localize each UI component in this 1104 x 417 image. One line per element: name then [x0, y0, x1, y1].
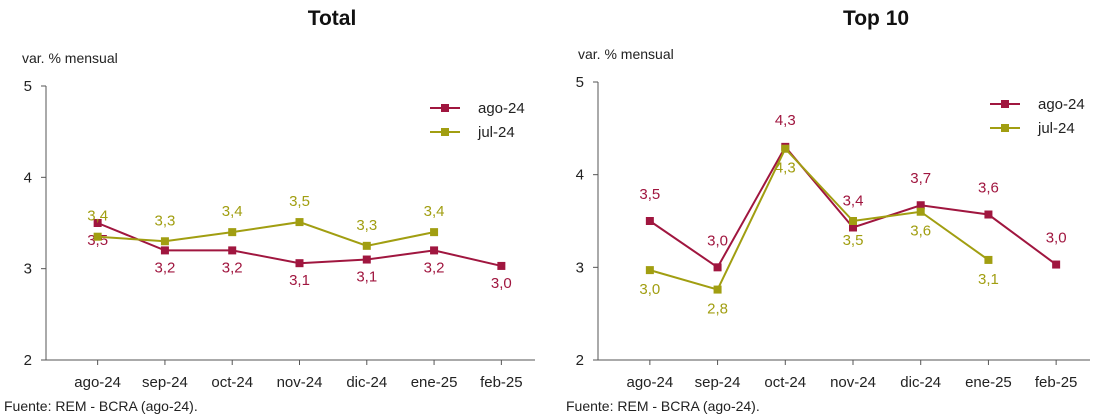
- data-point: [645, 217, 654, 225]
- legend-label: jul-24: [477, 124, 515, 141]
- data-label: 3,0: [1046, 230, 1067, 247]
- x-tick-label: ago-24: [626, 374, 673, 391]
- x-tick-label: ene-25: [411, 374, 458, 391]
- x-tick-label: dic-24: [900, 374, 941, 391]
- legend-marker: [441, 104, 449, 112]
- y-tick-label: 4: [24, 169, 32, 186]
- data-point: [160, 246, 169, 255]
- data-point: [362, 255, 371, 264]
- data-point: [984, 210, 993, 219]
- series-line: [649, 146, 990, 291]
- data-point: [1052, 260, 1061, 269]
- x-tick-label: ene-25: [965, 374, 1012, 391]
- data-label: 3,1: [978, 271, 999, 288]
- source-note: Fuente: REM - BCRA (ago-24).: [4, 398, 198, 414]
- data-point: [295, 259, 304, 268]
- data-point: [849, 217, 857, 225]
- x-tick-label: oct-24: [764, 374, 806, 391]
- data-point: [295, 218, 304, 227]
- data-point: [645, 266, 654, 275]
- data-label: 3,4: [222, 203, 243, 220]
- y-tick-label: 3: [24, 261, 32, 278]
- x-tick-label: ago-24: [74, 374, 121, 391]
- data-point: [93, 219, 102, 227]
- data-point: [497, 261, 506, 270]
- y-tick-label: 3: [576, 259, 584, 276]
- data-point: [713, 263, 722, 272]
- data-label: 3,5: [639, 186, 660, 203]
- legend-marker: [1001, 124, 1009, 132]
- data-point: [713, 285, 722, 294]
- data-label: 3,0: [707, 232, 728, 249]
- series-line: [97, 221, 435, 247]
- data-label: 3,4: [87, 208, 108, 225]
- data-point: [93, 232, 102, 241]
- source-note: Fuente: REM - BCRA (ago-24).: [566, 398, 760, 414]
- data-point: [430, 228, 439, 237]
- legend-label: jul-24: [1037, 120, 1075, 137]
- x-tick-label: dic-24: [346, 374, 387, 391]
- data-label: 3,6: [910, 223, 931, 240]
- chart-panel-top10: Top 10 var. % mensual 2 3 4 5 ago-24 sep-24 oc…: [552, 0, 1104, 417]
- data-label: 3,3: [154, 212, 175, 229]
- x-tick-label: feb-25: [1035, 374, 1078, 391]
- data-point: [984, 255, 993, 264]
- chart-panel-total: Total var. % mensual 2 3 4 5 ago-24 sep-24 oct…: [4, 7, 535, 414]
- data-label: 3,6: [978, 180, 999, 197]
- chart-top10-svg: 2 3 4 5 ago-24 sep-24 oct-24 nov-24 dic-24 ene-25…: [576, 74, 1090, 391]
- y-tick-label: 5: [24, 78, 32, 95]
- data-point: [228, 228, 237, 237]
- data-label: 3,4: [424, 203, 445, 220]
- x-tick-label: sep-24: [695, 374, 741, 391]
- x-tick-label: nov-24: [830, 374, 876, 391]
- x-tick-label: sep-24: [142, 374, 188, 391]
- legend-label: ago-24: [1038, 96, 1085, 113]
- data-label: 4,3: [775, 112, 796, 129]
- data-point: [228, 246, 237, 255]
- legend-marker: [1001, 100, 1009, 108]
- x-tick-label: nov-24: [277, 374, 323, 391]
- y-tick-label: 5: [576, 74, 584, 91]
- y-axis-label: var. % mensual: [578, 46, 674, 62]
- legend-label: ago-24: [478, 100, 525, 117]
- data-label: 3,7: [910, 170, 931, 187]
- data-label: 3,1: [356, 269, 377, 286]
- data-label: 3,4: [843, 192, 864, 209]
- data-point: [362, 241, 371, 250]
- data-label: 3,5: [843, 232, 864, 249]
- data-point: [781, 144, 790, 153]
- x-tick-label: oct-24: [211, 374, 253, 391]
- data-point: [160, 237, 169, 246]
- chart-title: Top 10: [842, 7, 910, 30]
- chart-title: Total: [307, 7, 357, 30]
- data-point: [916, 201, 925, 210]
- data-point: [849, 223, 857, 232]
- data-label: 3,1: [289, 272, 310, 289]
- data-label: 3,2: [424, 259, 445, 276]
- x-tick-label: feb-25: [480, 374, 523, 391]
- y-tick-label: 2: [576, 352, 584, 369]
- data-label: 3,5: [289, 193, 310, 210]
- data-label: 3,0: [639, 281, 660, 298]
- data-label: 3,2: [154, 259, 175, 276]
- chart-total-svg: 2 3 4 5 ago-24 sep-24 oct-24 nov-24 dic-24 ene-25…: [24, 78, 535, 391]
- y-tick-label: 4: [576, 167, 584, 184]
- data-point: [430, 246, 439, 255]
- y-tick-label: 2: [24, 352, 32, 369]
- legend-marker: [441, 128, 449, 136]
- data-label: 4,3: [775, 160, 796, 177]
- data-label: 2,8: [707, 301, 728, 318]
- y-axis-label: var. % mensual: [22, 50, 118, 66]
- data-point: [916, 207, 925, 216]
- data-label: 3,2: [222, 259, 243, 276]
- data-label: 3,3: [356, 217, 377, 234]
- data-label: 3,0: [491, 275, 512, 292]
